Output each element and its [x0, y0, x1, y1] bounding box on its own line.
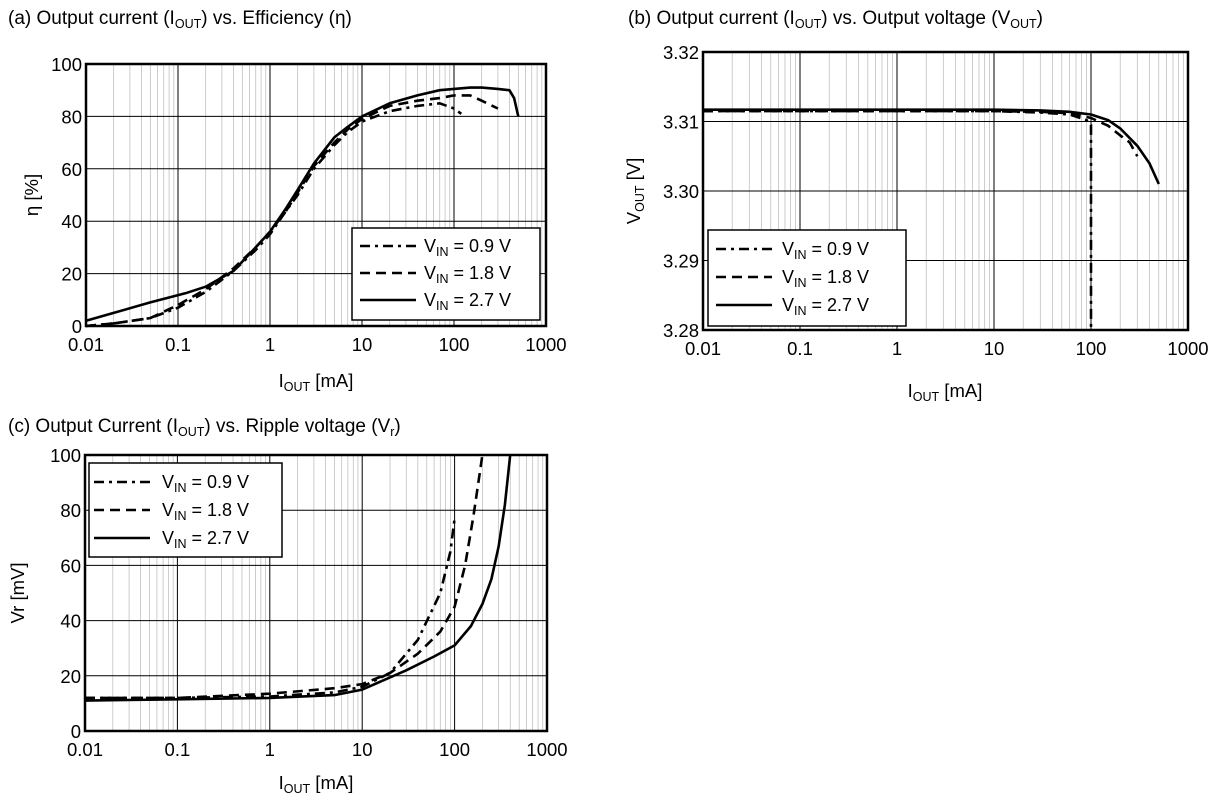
chart-c-title: (c) Output Current (IOUT) vs. Ripple vol… — [8, 416, 401, 439]
chart-c-ytick-label: 40 — [60, 611, 81, 632]
chart-a-series — [85, 86, 520, 328]
chart-c-ytick-label: 0 — [71, 721, 81, 742]
chart-c-xtick-label: 1 — [265, 739, 275, 760]
chart-a-ytick-label: 60 — [61, 159, 82, 180]
chart-b-xtick-label: 100 — [1076, 338, 1107, 359]
chart-b-xlabel: IOUT [mA] — [908, 380, 983, 404]
chart-b-ytick-label: 3.31 — [663, 112, 699, 133]
chart-a-xtick-label: 10 — [352, 334, 373, 355]
chart-b-series — [703, 108, 1160, 330]
chart-a-plot-frame — [84, 62, 548, 328]
chart-c-plot-frame — [83, 453, 549, 733]
chart-a-xtick-label: 1000 — [525, 334, 566, 355]
chart-a-ytick-label: 40 — [61, 211, 82, 232]
chart-a-xtick-label: 0.01 — [68, 334, 104, 355]
chart-c-legend-box — [88, 462, 283, 558]
chart-c-xtick-label: 1000 — [526, 739, 567, 760]
chart-c: (c) Output Current (IOUT) vs. Ripple vol… — [7, 416, 568, 796]
chart-b-series-line-2 — [703, 108, 1160, 185]
chart-b-xtick-label: 0.01 — [685, 338, 721, 359]
chart-c-series — [84, 454, 512, 702]
chart-b-ylabel: VOUT [V] — [623, 158, 647, 225]
chart-b: (b) Output current (IOUT) vs. Output vol… — [623, 8, 1209, 404]
chart-a-ytick-label: 80 — [61, 106, 82, 127]
chart-b-title: (b) Output current (IOUT) vs. Output vol… — [628, 8, 1043, 31]
chart-a-title: (a) Output current (IOUT) vs. Efficiency… — [8, 8, 352, 31]
chart-b-legend: VIN = 0.9 V VIN = 1.8 V VIN = 2.7 V — [707, 229, 907, 327]
chart-a-ytick-label: 100 — [51, 54, 82, 75]
chart-b-xtick-label: 1 — [892, 338, 902, 359]
chart-b-xtick-label: 10 — [984, 338, 1005, 359]
chart-c-legend: VIN = 0.9 V VIN = 1.8 V VIN = 2.7 V — [88, 462, 283, 558]
chart-a-xtick-label: 100 — [439, 334, 470, 355]
chart-c-ytick-label: 80 — [60, 500, 81, 521]
chart-c-ytick-label: 60 — [60, 555, 81, 576]
chart-a-ytick-label: 0 — [72, 316, 82, 337]
chart-a: (a) Output current (IOUT) vs. Efficiency… — [8, 8, 567, 394]
chart-a-series-line-0 — [85, 102, 463, 328]
chart-a-series-line-2 — [85, 86, 520, 323]
chart-b-xtick-label: 0.1 — [787, 338, 813, 359]
chart-b-ytick-label: 3.28 — [663, 320, 699, 341]
chart-c-ytick-label: 100 — [50, 445, 81, 466]
chart-c-xtick-label: 0.01 — [67, 739, 103, 760]
chart-b-plot-frame — [701, 50, 1190, 332]
chart-b-ytick-label: 3.29 — [663, 251, 699, 272]
chart-c-ytick-label: 20 — [60, 666, 81, 687]
chart-b-ytick-label: 3.30 — [663, 181, 699, 202]
chart-c-xtick-label: 0.1 — [165, 739, 191, 760]
chart-c-ylabel: Vr [mV] — [7, 563, 28, 624]
chart-b-ytick-label: 3.32 — [663, 42, 699, 63]
chart-a-ytick-label: 20 — [61, 264, 82, 285]
chart-b-series-line-1 — [703, 109, 1139, 157]
chart-a-ylabel: η [%] — [21, 174, 42, 216]
chart-c-xtick-label: 100 — [439, 739, 470, 760]
chart-a-xtick-label: 0.1 — [165, 334, 191, 355]
chart-c-series-line-1 — [85, 454, 484, 700]
chart-c-series-line-2 — [84, 454, 512, 702]
chart-a-xlabel: IOUT [mA] — [279, 370, 354, 394]
chart-b-xtick-label: 1000 — [1167, 338, 1208, 359]
chart-a-xtick-label: 1 — [265, 334, 275, 355]
chart-c-xlabel: IOUT [mA] — [279, 772, 354, 796]
chart-c-xtick-label: 10 — [352, 739, 373, 760]
chart-b-ticks: 0.01 0.1 1 10 100 1000 3.28 3.29 3.30 3.31 3.32 — [663, 42, 1209, 359]
chart-a-series-line-1 — [85, 94, 499, 328]
chart-a-legend: VIN = 0.9 V VIN = 1.8 V VIN = 2.7 V — [351, 227, 541, 321]
chart-a-ticks: 0.01 0.1 1 10 100 1000 0 20 40 60 80 100 — [51, 54, 566, 355]
chart-c-ticks: 0.01 0.1 1 10 100 1000 0 20 40 60 80 100 — [50, 445, 567, 760]
